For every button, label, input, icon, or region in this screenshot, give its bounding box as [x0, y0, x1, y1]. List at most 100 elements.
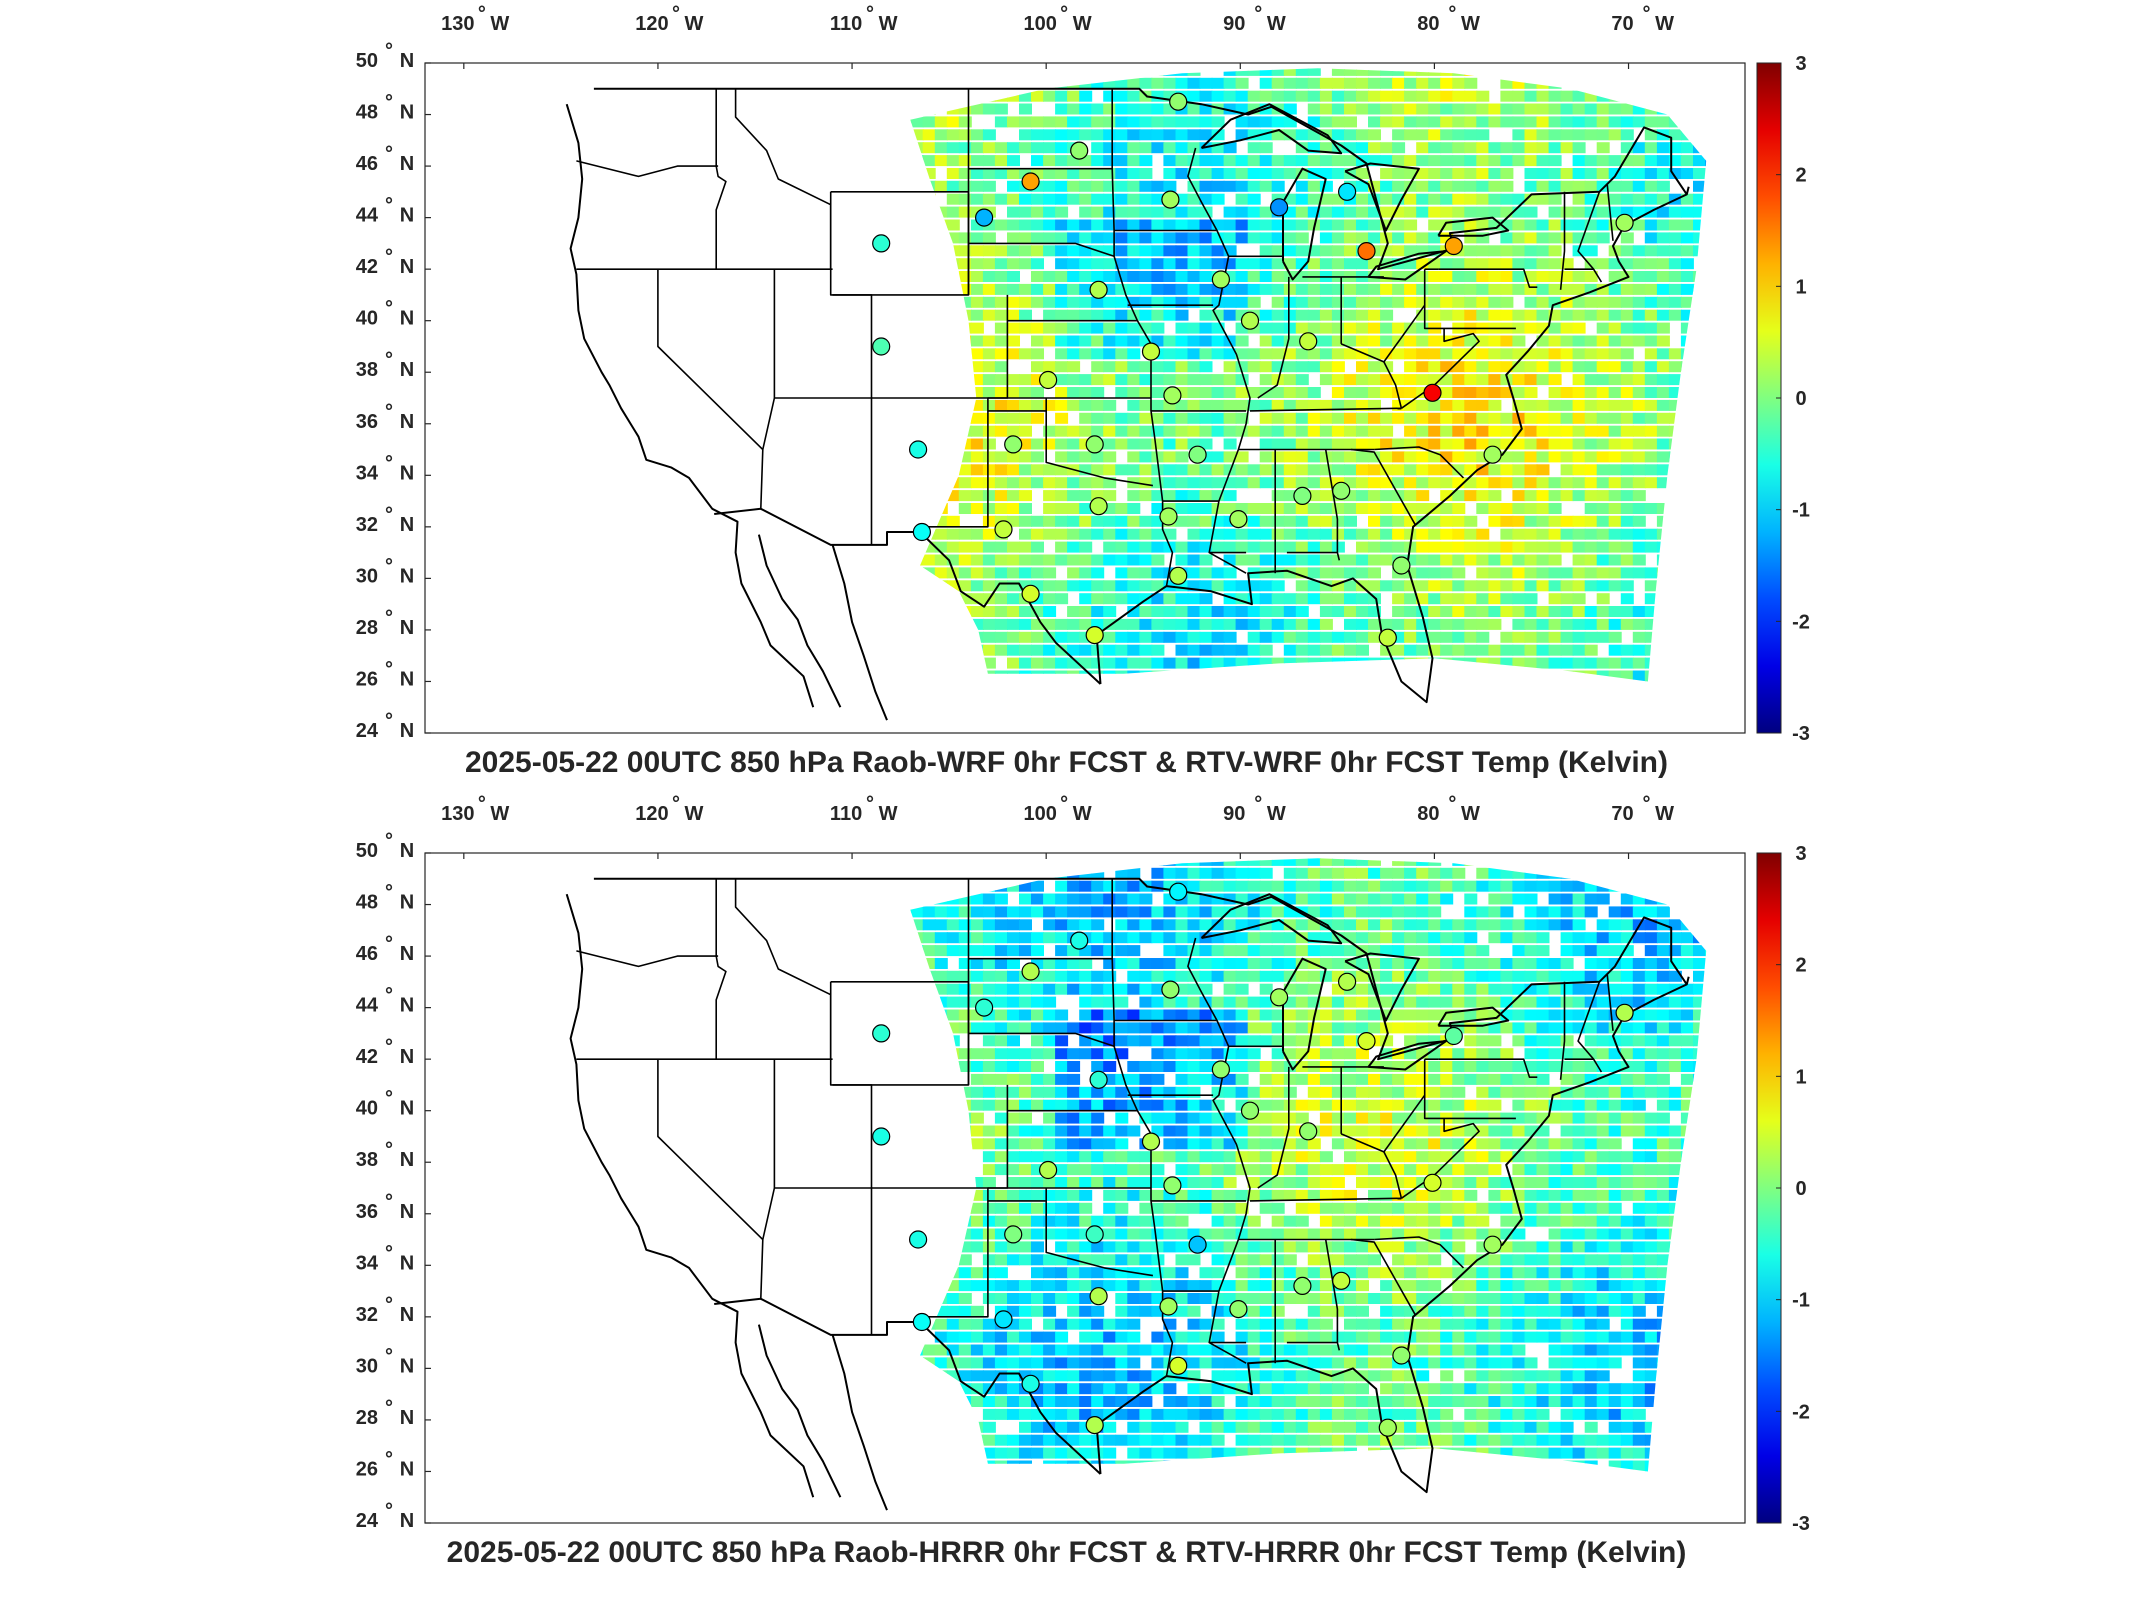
lat-hemisphere: N: [400, 720, 414, 742]
lon-tick-label: 100: [1023, 13, 1056, 35]
colorbar-tick-label: -1: [1792, 1290, 1810, 1312]
station-marker: [1070, 141, 1089, 160]
degree-sign: °: [385, 830, 393, 852]
map-wrf: 130 ° W 120 ° W 110 ° W 100 ° W 90 ° W 80 ° W 70 ° W50 ° N48 ° N…: [356, 3, 1810, 745]
lat-hemisphere: N: [400, 153, 414, 175]
station-marker: [1021, 584, 1040, 603]
lat-tick-label: 42: [356, 1046, 378, 1068]
station-marker: [1161, 980, 1180, 999]
degree-sign: °: [385, 452, 393, 474]
lat-hemisphere: N: [400, 617, 414, 639]
map-outlines: [565, 87, 1690, 721]
degree-sign: °: [1254, 3, 1262, 25]
colorbar-tick-label: 1: [1795, 1066, 1806, 1088]
degree-sign: °: [385, 1139, 393, 1161]
lat-tick-label: 48: [356, 102, 378, 124]
lat-hemisphere: N: [400, 102, 414, 124]
lat-tick-label: 26: [356, 668, 378, 690]
station-marker: [1332, 481, 1351, 500]
station-marker: [1169, 92, 1188, 111]
degree-sign: °: [385, 658, 393, 680]
lat-hemisphere: N: [400, 668, 414, 690]
station-marker: [1004, 1225, 1023, 1244]
degree-sign: °: [385, 504, 393, 526]
lat-tick-label: 24: [356, 1510, 379, 1532]
lat-tick-label: 42: [356, 256, 378, 278]
map-outlines: [565, 877, 1690, 1511]
colorbar-tick-label: 3: [1795, 53, 1806, 75]
station-marker: [1089, 1287, 1108, 1306]
station-marker: [1378, 628, 1397, 647]
lon-hemisphere: W: [1461, 13, 1480, 35]
lat-hemisphere: N: [400, 1510, 414, 1532]
lat-hemisphere: N: [400, 1304, 414, 1326]
lat-hemisphere: N: [400, 50, 414, 72]
degree-sign: °: [385, 246, 393, 268]
degree-sign: °: [385, 710, 393, 732]
degree-sign: °: [866, 3, 874, 25]
degree-sign: °: [385, 349, 393, 371]
degree-sign: °: [672, 793, 680, 815]
lat-hemisphere: N: [400, 256, 414, 278]
station-marker: [1357, 242, 1376, 261]
station-marker: [994, 1310, 1013, 1329]
lon-tick-label: 130: [441, 13, 474, 35]
degree-sign: °: [385, 882, 393, 904]
lon-tick-label: 120: [635, 13, 668, 35]
degree-sign: °: [1060, 3, 1068, 25]
station-marker: [1269, 988, 1289, 1007]
station-marker: [1159, 1297, 1178, 1316]
lat-hemisphere: N: [400, 840, 414, 862]
raob-stations: [872, 92, 1634, 647]
lon-tick-label: 70: [1611, 13, 1633, 35]
station-marker: [1161, 190, 1180, 209]
station-marker: [1423, 383, 1442, 402]
lon-hemisphere: W: [1655, 13, 1674, 35]
lon-tick-label: 100: [1023, 803, 1056, 825]
degree-sign: °: [385, 195, 393, 217]
degree-sign: °: [385, 1242, 393, 1264]
lat-hemisphere: N: [400, 1407, 414, 1429]
colorbar-tick-label: -2: [1792, 1401, 1810, 1423]
lat-hemisphere: N: [400, 462, 414, 484]
lon-hemisphere: W: [1267, 803, 1286, 825]
panel-title-wrf: 2025-05-22 00UTC 850 hPa Raob-WRF 0hr FC…: [465, 746, 1668, 779]
lat-tick-label: 24: [356, 720, 379, 742]
station-marker: [1337, 182, 1357, 201]
lon-hemisphere: W: [879, 803, 898, 825]
station-marker: [1211, 270, 1231, 289]
degree-sign: °: [385, 1294, 393, 1316]
lat-tick-label: 34: [356, 1252, 379, 1274]
lat-tick-label: 34: [356, 462, 379, 484]
station-marker: [1038, 370, 1058, 390]
lat-tick-label: 36: [356, 411, 378, 433]
station-marker: [1392, 556, 1411, 575]
lat-tick-label: 26: [356, 1458, 378, 1480]
panel-hrrr: 130 ° W 120 ° W 110 ° W 100 ° W 90 ° W 80 ° W 70 ° W 50 ° N 48 ° N…: [0, 790, 2133, 1580]
degree-sign: °: [385, 40, 393, 62]
lon-tick-label: 90: [1223, 13, 1245, 35]
lat-hemisphere: N: [400, 1098, 414, 1120]
lat-tick-label: 50: [356, 50, 378, 72]
lon-hemisphere: W: [684, 803, 703, 825]
lon-tick-label: 70: [1611, 803, 1633, 825]
degree-sign: °: [385, 1397, 393, 1419]
lon-tick-label: 110: [830, 803, 862, 825]
station-marker: [1038, 1160, 1058, 1180]
lon-hemisphere: W: [490, 803, 509, 825]
station-marker: [1070, 931, 1089, 950]
lat-hemisphere: N: [400, 892, 414, 914]
station-marker: [1299, 332, 1318, 351]
colorbar-tick-label: 2: [1795, 165, 1806, 187]
lat-hemisphere: N: [400, 995, 414, 1017]
station-marker: [1378, 1418, 1397, 1437]
lat-hemisphere: N: [400, 1458, 414, 1480]
lon-tick-label: 120: [635, 803, 668, 825]
lat-tick-label: 38: [356, 1149, 378, 1171]
station-marker: [1188, 1235, 1207, 1254]
panel-title-hrrr: 2025-05-22 00UTC 850 hPa Raob-HRRR 0hr F…: [446, 1536, 1687, 1569]
retrieval-field: [910, 858, 1707, 1472]
lat-tick-label: 36: [356, 1201, 378, 1223]
degree-sign: °: [1448, 793, 1456, 815]
degree-sign: °: [385, 1345, 393, 1367]
